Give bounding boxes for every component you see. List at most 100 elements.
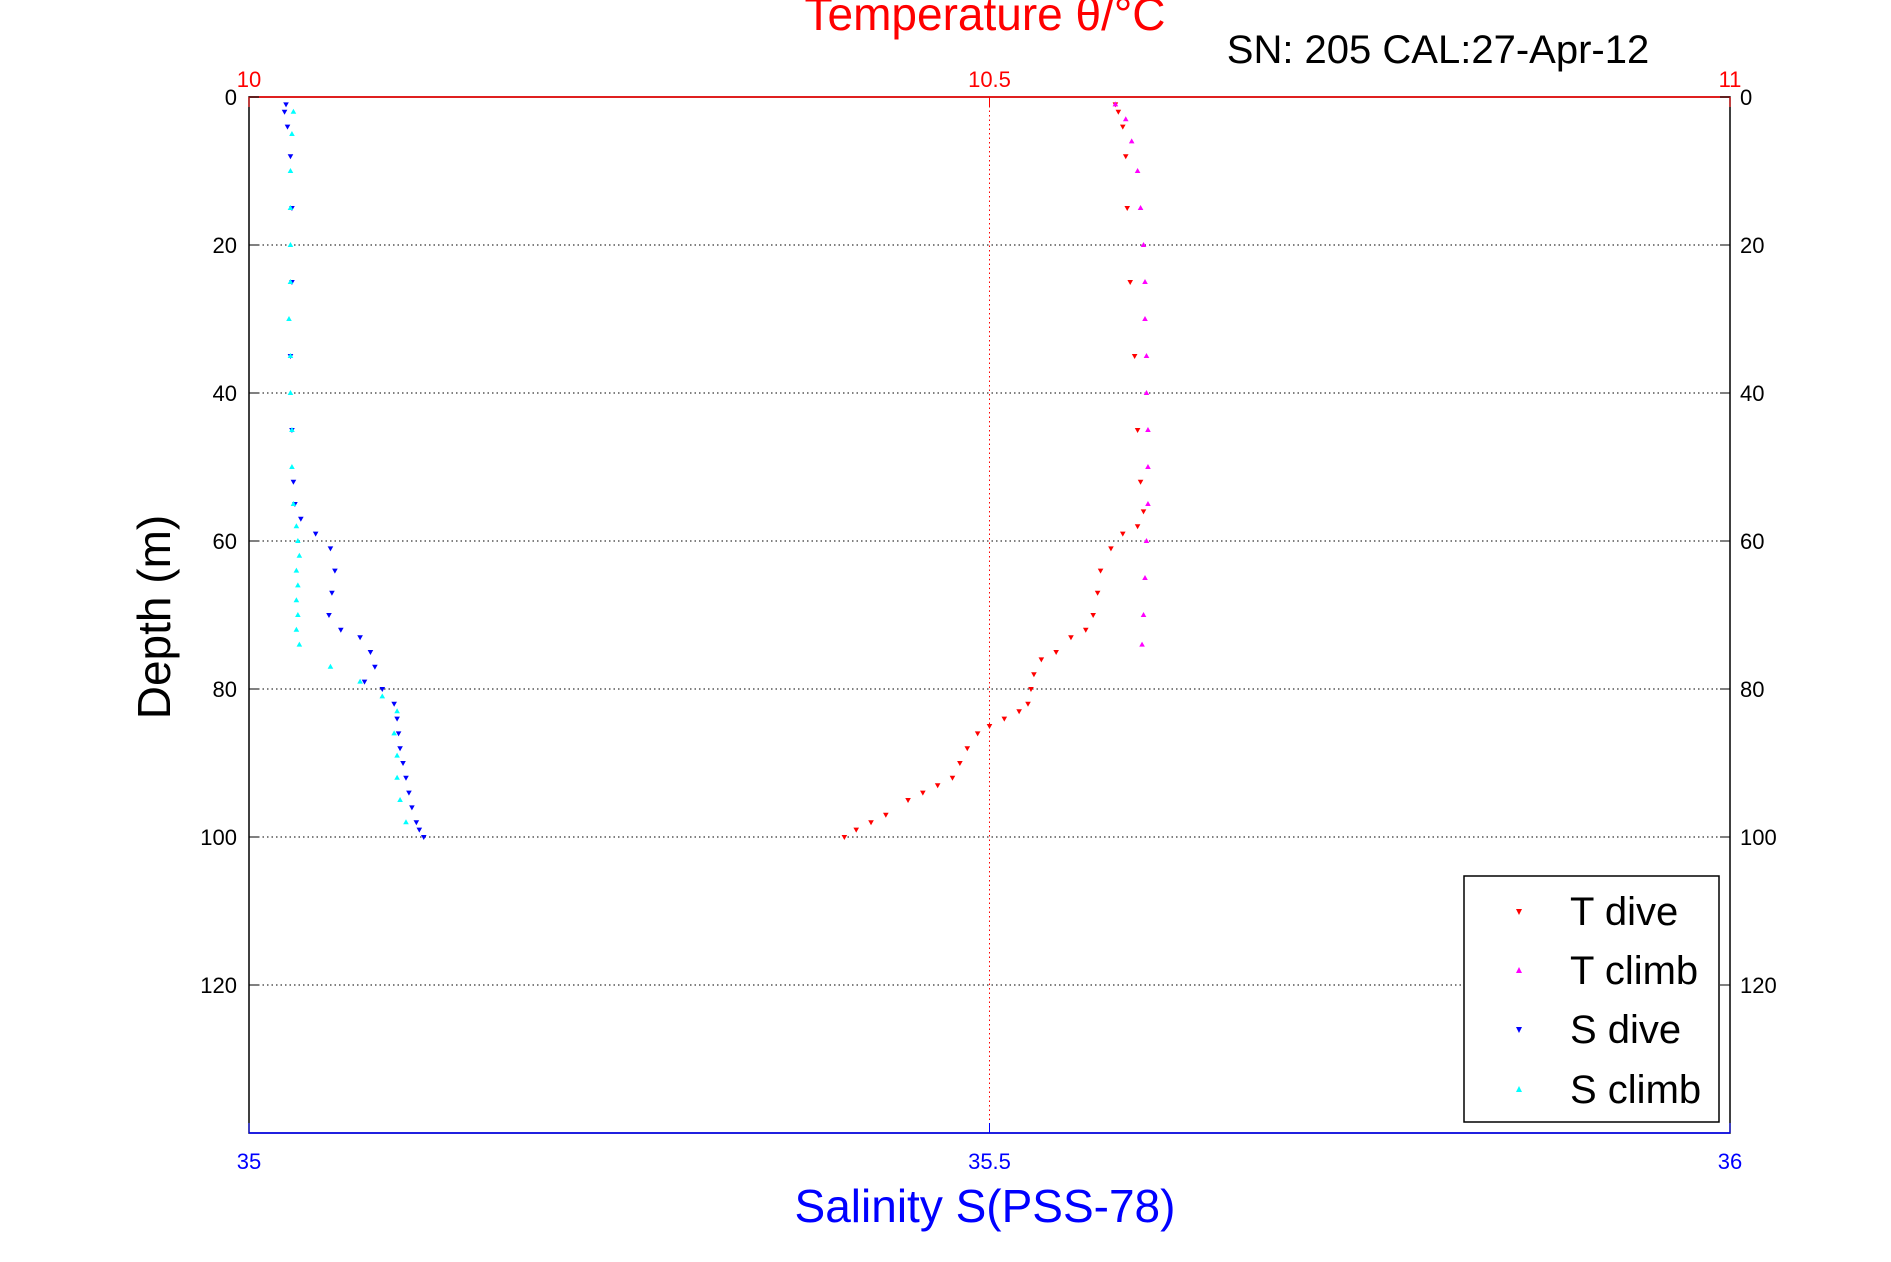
depth-tick-label-right: 120 [1740, 973, 1777, 998]
data-point [312, 531, 319, 537]
data-point [406, 790, 412, 796]
data-point [394, 752, 400, 758]
data-point [403, 819, 409, 825]
data-point [1115, 109, 1122, 115]
data-point [1131, 354, 1138, 359]
data-point [1025, 701, 1031, 707]
data-point [1143, 538, 1150, 543]
depth-tick-label-left: 120 [200, 973, 237, 998]
data-point [1143, 390, 1150, 395]
data-point [357, 678, 363, 684]
data-point [1145, 501, 1151, 506]
legend-marker-t-climb [1516, 967, 1522, 973]
legend-label-s-dive: S dive [1570, 1008, 1681, 1052]
legend-marker-s-climb [1516, 1086, 1522, 1092]
data-point [391, 701, 397, 707]
x-axis-label: Salinity S(PSS-78) [795, 1180, 1176, 1232]
data-point [1140, 612, 1147, 617]
data-point [1094, 590, 1101, 596]
depth-tick-label-right: 80 [1740, 677, 1764, 702]
data-point [361, 679, 368, 685]
data-point [1082, 627, 1089, 633]
y-axis-label: Depth (m) [128, 515, 180, 719]
data-point [394, 774, 400, 780]
data-point [1142, 316, 1148, 321]
depth-tick-label-right: 20 [1740, 233, 1764, 258]
data-point [868, 820, 874, 826]
data-point [986, 724, 993, 729]
data-point [1140, 242, 1147, 247]
data-point [409, 805, 415, 811]
legend: T dive T climb S dive S climb [1463, 875, 1720, 1123]
legend-item-s-climb: S climb [1516, 1068, 1701, 1112]
data-point [338, 627, 344, 633]
data-point [395, 731, 402, 737]
salinity-tick-label: 35.5 [968, 1149, 1011, 1174]
data-point [841, 835, 848, 840]
data-point [1122, 154, 1129, 160]
depth-tick-label-left: 20 [213, 233, 237, 258]
data-point [1112, 101, 1119, 107]
depth-tick-label-left: 60 [213, 529, 237, 554]
data-point [391, 730, 397, 736]
data-point [293, 523, 300, 529]
data-point [283, 102, 289, 108]
data-point [293, 567, 300, 573]
data-point [1090, 613, 1096, 618]
depth-tick-label-left: 100 [200, 825, 237, 850]
data-point [1134, 168, 1141, 173]
data-point [1134, 428, 1141, 433]
data-point [289, 464, 295, 469]
data-point [295, 538, 301, 543]
data-point [1108, 546, 1114, 552]
legend-marker-s-dive [1516, 1027, 1522, 1033]
data-point [298, 516, 304, 522]
tick-layer: 0 0 20 20 40 40 60 60 80 80 100 100 120 120 10 10.5 11 35… [200, 67, 1776, 1174]
depth-tick-label-right: 0 [1740, 85, 1752, 110]
data-point [974, 731, 981, 737]
data-point [394, 716, 400, 722]
data-point [934, 783, 941, 789]
data-point [287, 154, 294, 160]
data-point [1016, 709, 1022, 715]
data-point [394, 708, 400, 714]
series-t-climb [1112, 101, 1151, 647]
depth-tick-label-right: 40 [1740, 381, 1764, 406]
data-point [1142, 575, 1148, 580]
data-point [372, 664, 378, 670]
data-point [1143, 353, 1150, 358]
legend-label-t-dive: T dive [1570, 890, 1678, 934]
data-point [1053, 650, 1059, 655]
data-point [379, 693, 386, 699]
data-point [1122, 116, 1129, 122]
salinity-tick-label: 35 [237, 1149, 261, 1174]
data-point [1139, 641, 1145, 647]
data-point [295, 582, 301, 588]
data-point [1119, 124, 1126, 130]
legend-label-t-climb: T climb [1570, 949, 1698, 993]
data-point [290, 501, 297, 506]
data-point [1028, 687, 1034, 692]
data-point [327, 546, 334, 552]
series-t-dive [841, 102, 1147, 840]
data-point [326, 613, 332, 618]
data-point [287, 279, 294, 284]
data-point [905, 798, 911, 803]
data-point [1145, 464, 1151, 469]
data-point [964, 746, 971, 752]
legend-marker-t-dive [1516, 909, 1522, 915]
data-point [287, 390, 294, 395]
legend-label-s-climb: S climb [1570, 1068, 1701, 1112]
data-point [284, 124, 291, 130]
data-point [1038, 657, 1045, 663]
data-point [920, 790, 926, 796]
data-point [1127, 280, 1133, 285]
data-point [420, 835, 427, 840]
series-s-climb [286, 108, 409, 825]
data-point [397, 797, 403, 802]
salinity-tick-label: 36 [1718, 1149, 1742, 1174]
data-point [403, 775, 409, 781]
data-point [397, 746, 403, 752]
data-point [1068, 635, 1074, 641]
